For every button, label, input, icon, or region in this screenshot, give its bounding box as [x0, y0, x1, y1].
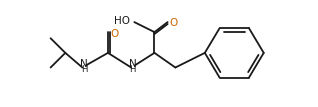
Text: H: H	[81, 65, 87, 74]
Text: O: O	[111, 29, 119, 39]
Text: O: O	[170, 18, 178, 28]
Text: HO: HO	[114, 16, 130, 26]
Text: N: N	[129, 59, 137, 69]
Text: H: H	[129, 65, 136, 74]
Text: N: N	[80, 59, 88, 69]
